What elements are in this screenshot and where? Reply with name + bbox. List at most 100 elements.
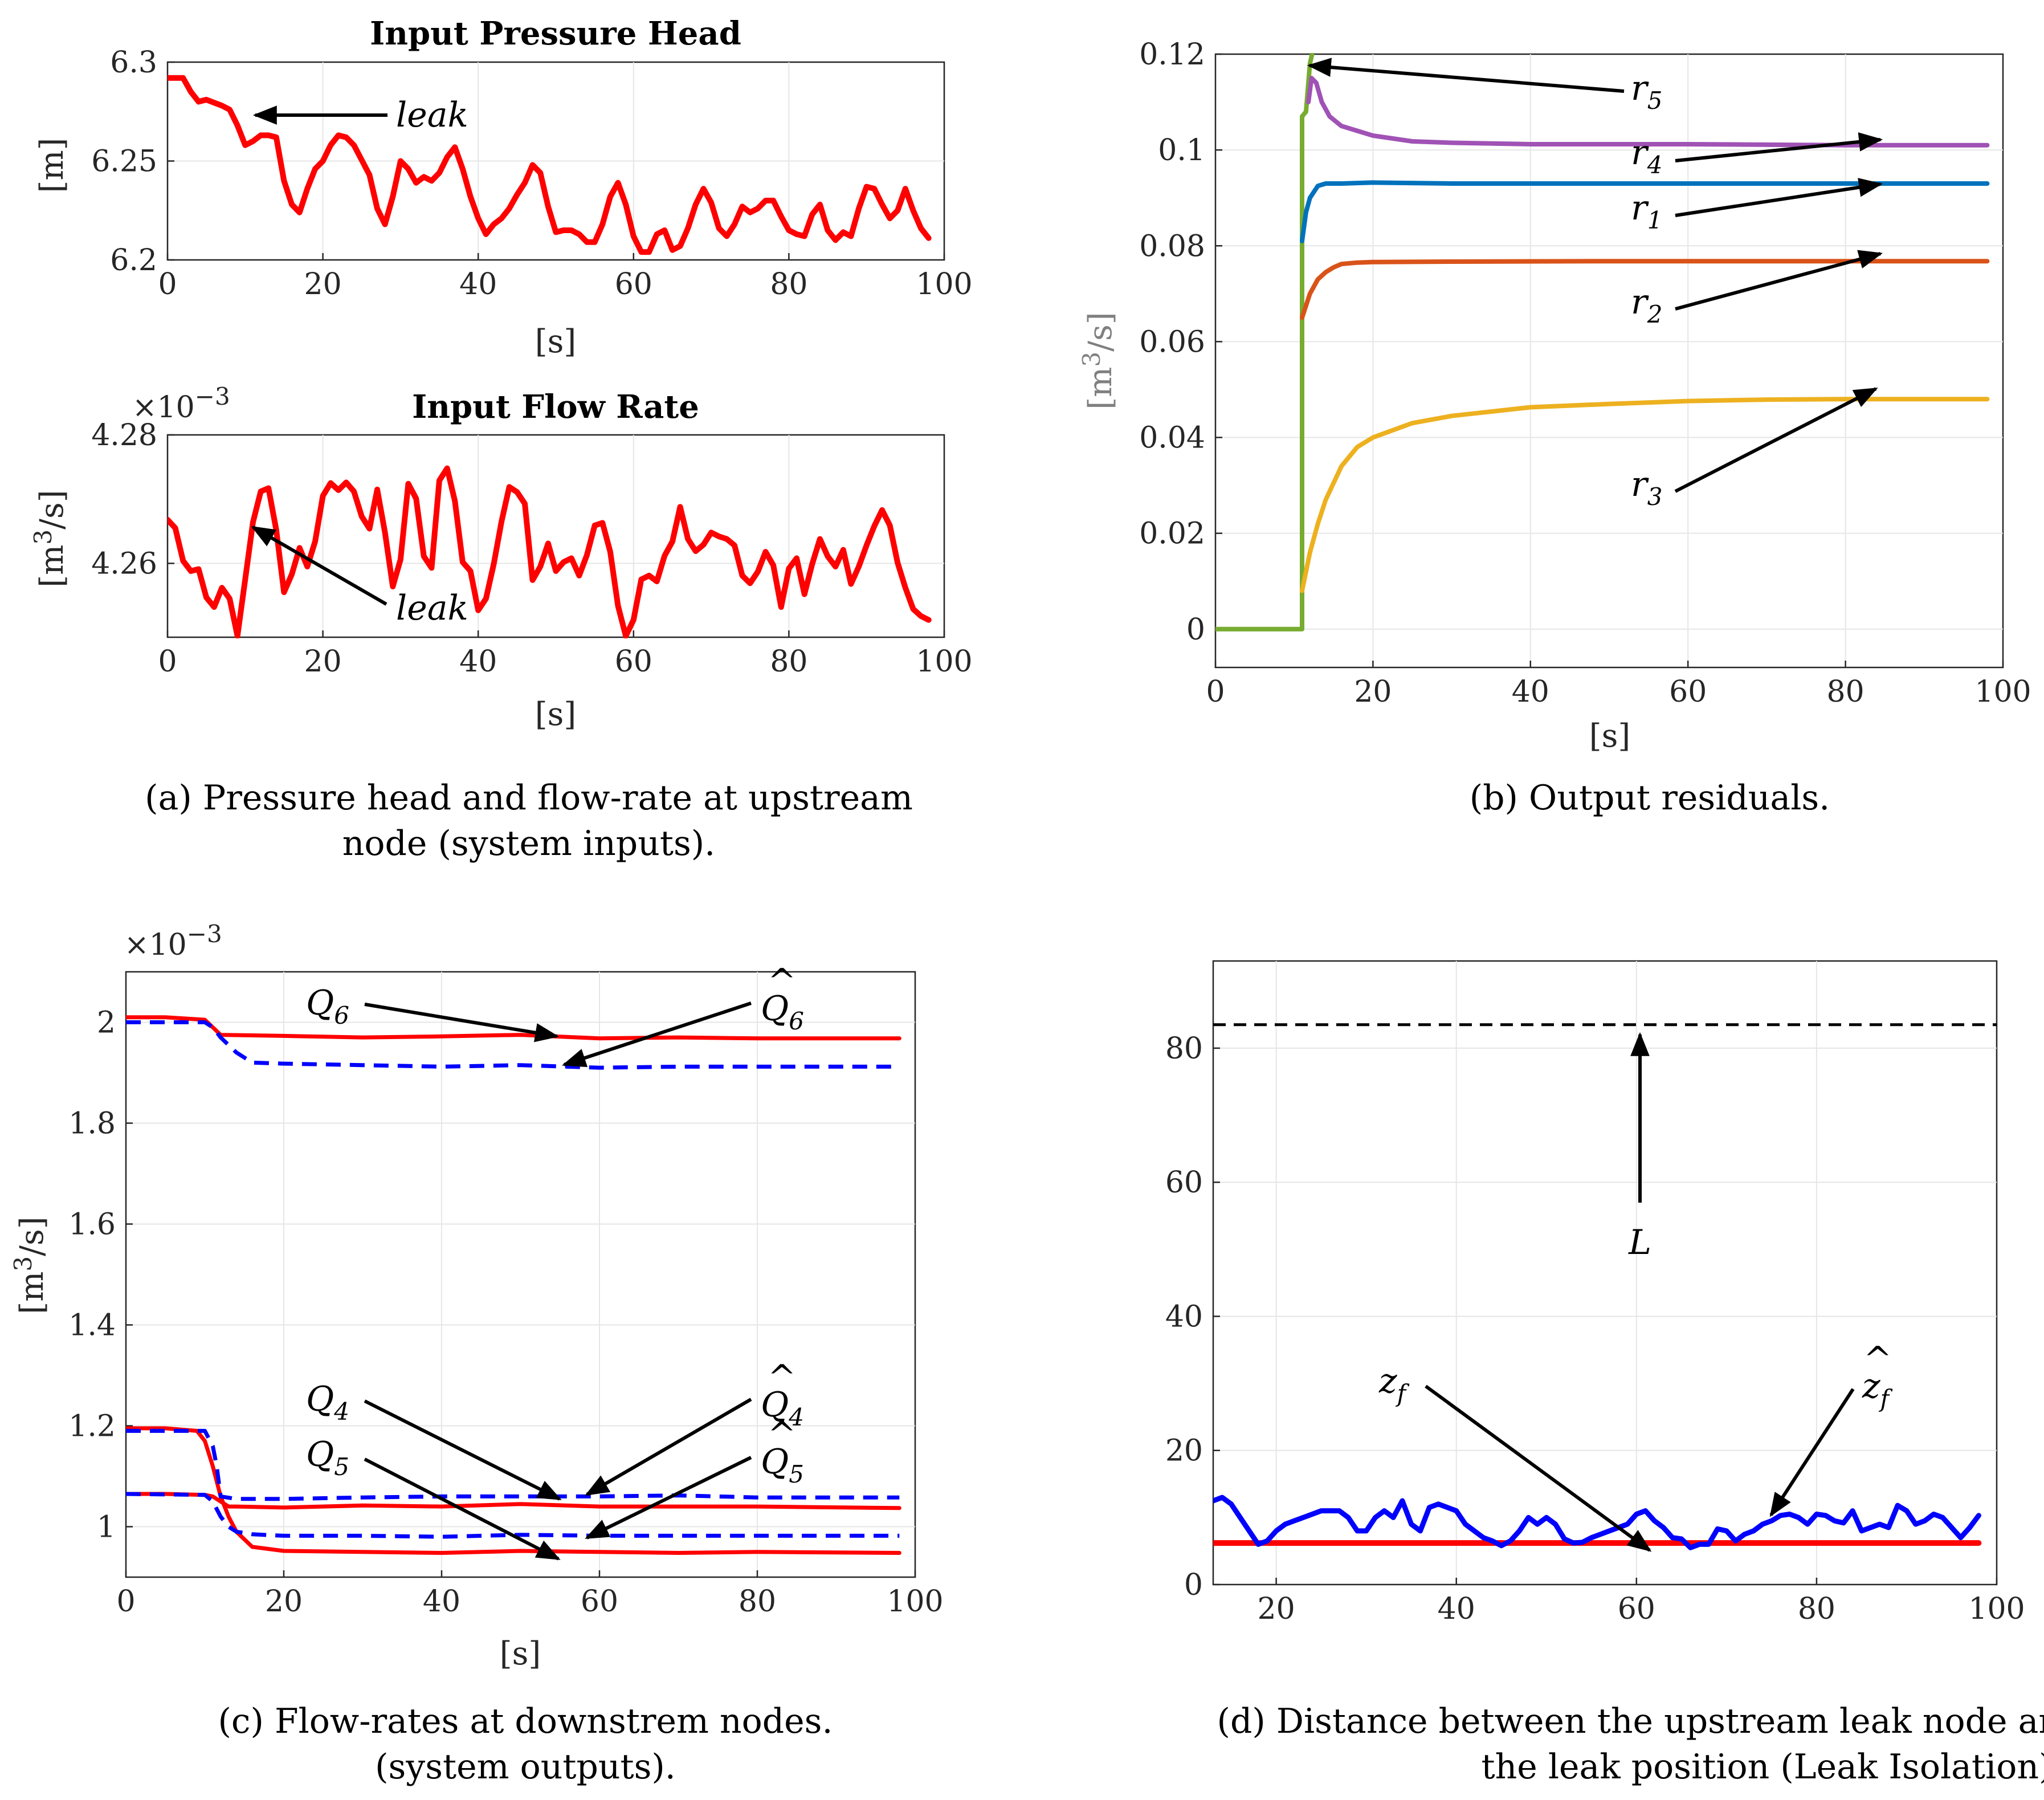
x-tick-label: 100 bbox=[916, 267, 972, 302]
x-tick-label: 40 bbox=[1512, 675, 1549, 709]
chart-title-flow: Input Flow Rate bbox=[412, 388, 699, 426]
series-line-r3 bbox=[1300, 397, 1990, 593]
series-line-a2 bbox=[168, 465, 932, 638]
r5-label: r5 bbox=[1631, 68, 1662, 115]
panel-a-pressure-head: Input Pressure Head 0 20 40 60 80 100 6.2 6.25 6… bbox=[34, 15, 973, 360]
r3-label: r3 bbox=[1631, 465, 1662, 511]
r4-label: r4 bbox=[1631, 133, 1662, 179]
Q4-hat-arrow bbox=[585, 1398, 752, 1496]
r1-arrow bbox=[1675, 178, 1883, 217]
series-line-Q6 bbox=[126, 1015, 901, 1041]
chart-title-pressure: Input Pressure Head bbox=[370, 15, 741, 52]
x-tick-label: 100 bbox=[887, 1585, 943, 1619]
Q5-label: Q5 bbox=[306, 1435, 349, 1481]
y-tick-label: 20 bbox=[1165, 1434, 1203, 1468]
caption-c-line2: (system outputs). bbox=[375, 1747, 676, 1787]
r2-label: r2 bbox=[1631, 282, 1662, 328]
y-tick-label: 6.3 bbox=[110, 46, 157, 80]
x-tick-label: 60 bbox=[581, 1585, 618, 1619]
captions: (a) Pressure head and flow-rate at upstr… bbox=[145, 778, 2044, 1787]
caption-c-line1: (c) Flow-rates at downstrem nodes. bbox=[218, 1701, 833, 1741]
x-tick-label: 60 bbox=[1618, 1592, 1655, 1626]
Q4-arrow bbox=[364, 1399, 562, 1501]
Q5-hat-label: Q5 bbox=[761, 1442, 804, 1488]
caption-b: (b) Output residuals. bbox=[1470, 778, 1830, 818]
y-tick-label: 0.1 bbox=[1158, 133, 1205, 168]
y-tick-label: 1 bbox=[97, 1510, 116, 1545]
y-tick-label: 0.02 bbox=[1139, 517, 1205, 551]
Q5-arrow bbox=[364, 1457, 561, 1561]
r5-arrow bbox=[1307, 58, 1625, 93]
series-line-Q4 bbox=[126, 1426, 901, 1555]
y-tick-label: 1.6 bbox=[68, 1208, 116, 1242]
leak-label-pressure: leak bbox=[396, 95, 468, 135]
Q4-label: Q4 bbox=[306, 1379, 349, 1426]
zf-hat-caret: ^ bbox=[1863, 1339, 1892, 1379]
plot-area-downstream bbox=[125, 971, 916, 1578]
leak-arrow-flow bbox=[251, 526, 387, 606]
y-tick-label: 2 bbox=[97, 1006, 116, 1040]
r4-arrow bbox=[1675, 132, 1883, 162]
x-tick-label: 20 bbox=[304, 267, 342, 302]
Q4-hat-caret: ^ bbox=[768, 1358, 796, 1398]
Q5-hat-caret: ^ bbox=[768, 1415, 796, 1455]
x-tick-label: 80 bbox=[770, 645, 807, 679]
caption-d-line2: the leak position (Leak Isolation). bbox=[1482, 1747, 2044, 1787]
r2-arrow bbox=[1675, 250, 1883, 311]
series-line-a1 bbox=[168, 75, 932, 255]
y-tick-label: 0.12 bbox=[1139, 38, 1205, 72]
y-scale-label-flow: ×10−3 bbox=[132, 382, 230, 425]
series-line-Q5-hat bbox=[126, 1492, 900, 1539]
y-tick-label: 0.06 bbox=[1139, 325, 1205, 359]
Q6-hat-caret: ^ bbox=[768, 962, 796, 1001]
panel-b-output-residuals: 0 20 40 60 80 100 0 0.02 0.04 0.06 0.08 0.1 0.12 [s]… bbox=[1078, 38, 2031, 755]
y-tick-label: 0 bbox=[1184, 1568, 1203, 1602]
caption-a-line1: (a) Pressure head and flow-rate at upstr… bbox=[145, 778, 913, 818]
Q6-hat-arrow bbox=[562, 1001, 752, 1068]
series-line-r1 bbox=[1300, 180, 1990, 243]
x-tick-label: 80 bbox=[770, 267, 807, 302]
x-tick-label: 0 bbox=[158, 645, 177, 679]
x-tick-label: 20 bbox=[304, 645, 342, 679]
x-axis-label-flow: [s] bbox=[535, 696, 576, 733]
caption-a-line2: node (system inputs). bbox=[342, 824, 716, 864]
panel-a-flow-rate: Input Flow Rate ×10−3 0 20 40 60 80 100 4.26 4.… bbox=[29, 382, 973, 733]
x-axis-label-downstream: [s] bbox=[500, 1635, 541, 1672]
x-tick-label: 60 bbox=[1669, 675, 1707, 709]
y-scale-label-downstream: ×10−3 bbox=[124, 920, 222, 962]
series-line-Q4-hat bbox=[126, 1428, 900, 1501]
y-axis-label-residuals: [m3/s] bbox=[1078, 312, 1119, 409]
x-axis-label-residuals: [s] bbox=[1589, 718, 1630, 755]
series-line-Q6-hat bbox=[126, 1020, 900, 1070]
x-tick-label: 20 bbox=[1354, 675, 1392, 709]
y-axis-label-downstream: [m3/s] bbox=[9, 1216, 51, 1314]
zf-hat-arrow bbox=[1769, 1388, 1855, 1517]
y-tick-label: 60 bbox=[1165, 1166, 1203, 1200]
caption-d-line1: (d) Distance between the upstream leak n… bbox=[1217, 1701, 2044, 1741]
y-tick-label: 80 bbox=[1165, 1032, 1203, 1066]
x-tick-label: 80 bbox=[1827, 675, 1865, 709]
Q4-hat-label: Q4 bbox=[761, 1385, 804, 1431]
panel-c-downstream-flow: ×10−3 0 20 40 60 80 100 1 1.2 1.4 1.6 1.8 2 [s] [m3… bbox=[9, 920, 944, 1672]
y-tick-label: 40 bbox=[1165, 1300, 1203, 1334]
zf-arrow bbox=[1425, 1384, 1652, 1552]
x-tick-label: 100 bbox=[1968, 1592, 2025, 1626]
y-tick-label: 0.08 bbox=[1139, 229, 1205, 263]
plot-area-flow bbox=[166, 434, 945, 638]
x-tick-label: 0 bbox=[158, 267, 177, 302]
y-tick-label: 0.04 bbox=[1139, 421, 1205, 455]
r3-arrow bbox=[1674, 387, 1878, 493]
y-tick-label: 4.26 bbox=[91, 547, 157, 581]
x-tick-label: 80 bbox=[1798, 1592, 1835, 1626]
Q5-hat-arrow bbox=[585, 1456, 752, 1540]
x-tick-label: 40 bbox=[459, 267, 497, 302]
series-line-f bbox=[1213, 1494, 1981, 1550]
x-tick-label: 20 bbox=[265, 1585, 303, 1619]
Q6-hat-label: Q6 bbox=[761, 989, 804, 1035]
x-axis-label-pressure: [s] bbox=[535, 323, 576, 360]
y-tick-label: 4.28 bbox=[91, 418, 157, 453]
x-tick-label: 80 bbox=[739, 1585, 776, 1619]
y-tick-label: 1.8 bbox=[68, 1107, 116, 1141]
r1-label: r1 bbox=[1631, 188, 1662, 234]
